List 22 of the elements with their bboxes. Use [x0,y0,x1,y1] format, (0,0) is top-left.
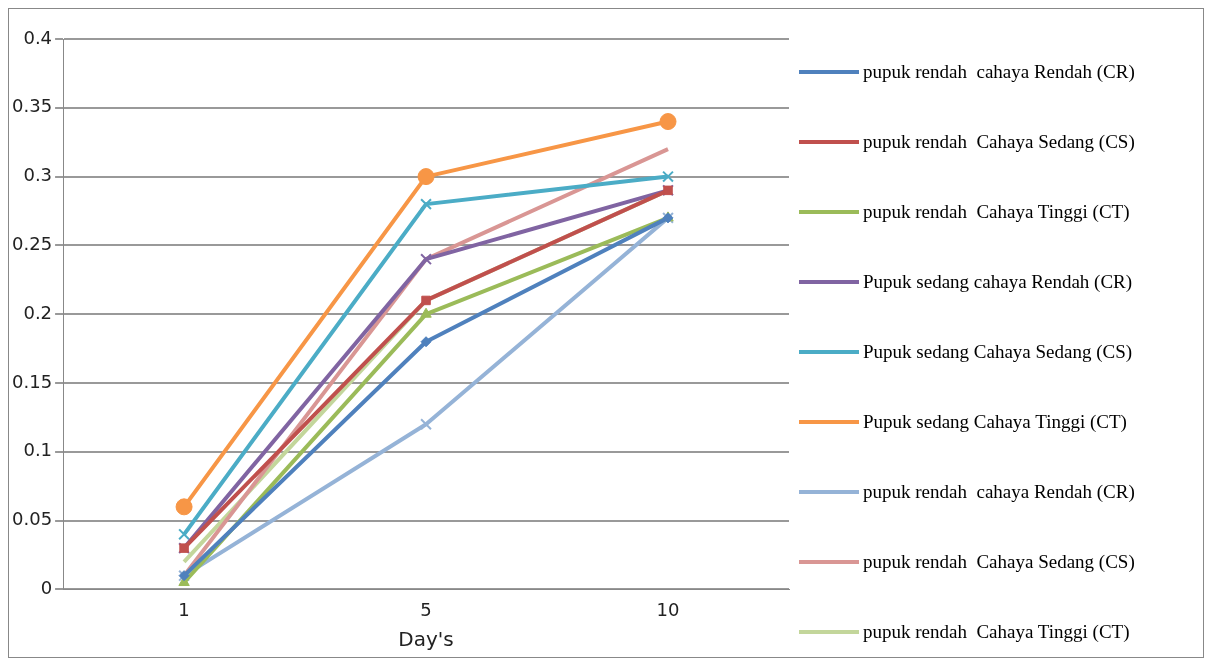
x-axis-title: Day's [398,627,454,652]
y-tick-label: 0.1 [23,439,53,461]
y-tick-label: 0.35 [12,95,53,117]
y-tick-label: 0.15 [12,370,53,392]
legend-label: Pupuk sedang Cahaya Tinggi (CT) [863,410,1128,434]
y-tick-label: 0.05 [12,508,53,530]
x-tick-label: 1 [178,598,190,620]
legend-label: Pupuk sedang cahaya Rendah (CR) [863,270,1134,294]
y-tick-label: 0.3 [23,164,53,186]
legend-label: pupuk rendah Cahaya Tinggi (CT) [863,620,1131,644]
legend-label: pupuk rendah Cahaya Tinggi (CT) [863,200,1131,224]
y-tick-label: 0.25 [12,233,53,255]
legend-label: pupuk rendah cahaya Rendah (CR) [863,480,1136,504]
x-tick-label: 10 [656,598,680,620]
y-tick-label: 0.4 [23,26,53,48]
legend-label: Pupuk sedang Cahaya Sedang (CS) [863,340,1134,364]
legend-label: pupuk rendah Cahaya Sedang (CS) [863,130,1136,154]
x-tick-label: 5 [420,598,432,620]
y-tick-label: 0 [40,577,53,599]
legend-label: pupuk rendah Cahaya Sedang (CS) [863,550,1136,574]
legend-label: pupuk rendah cahaya Rendah (CR) [863,60,1136,84]
y-tick-label: 0.2 [23,301,53,323]
